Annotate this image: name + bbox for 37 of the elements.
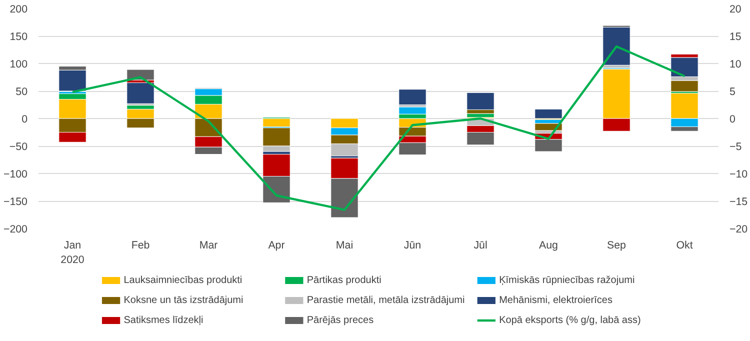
y-tick-label: 100 [10, 58, 28, 70]
x-tick-label: Feb [131, 240, 150, 252]
x-tick-label: Mar [199, 240, 218, 252]
legend-label: Satiksmes līdzekļi [124, 315, 204, 326]
legend-label: Pārtikas produkti [306, 275, 382, 286]
y2-tick-label: 10 [730, 58, 742, 70]
x-tick-label: Jan 2020 [60, 240, 84, 266]
x-tick-label: Mai [336, 240, 354, 252]
y-tick-label: 200 [10, 4, 28, 16]
y-tick-label: 0 [22, 114, 28, 126]
y-tick-label: −200 [3, 224, 28, 236]
x-tick-label: Aug [539, 240, 558, 252]
y2-tick-label: 15 [730, 31, 742, 43]
y2-tick-label: 0 [730, 114, 736, 126]
legend-label: Parastie metāli, metāla izstrādājumi [306, 295, 465, 306]
y-tick-label: −150 [3, 196, 28, 208]
x-tick-label: Apr [268, 240, 286, 252]
legend-label: Pārējās preces [306, 315, 374, 326]
y2-tick-label: −5 [730, 141, 742, 153]
legend-label: Mehānismi, elektroierīces [499, 295, 612, 306]
legend-label: Ķīmiskās rūpniecības ražojumi [499, 275, 635, 286]
y-tick-label: 50 [16, 86, 28, 98]
y2-tick-label: −10 [730, 168, 748, 180]
legend-label: Lauksaimniecības produkti [124, 275, 242, 286]
legend-label: Koksne un tās izstrādājumi [124, 295, 244, 306]
y2-tick-label: 20 [730, 4, 742, 16]
y2-tick-label: 5 [730, 86, 736, 98]
y2-tick-label: −15 [730, 196, 748, 208]
y-tick-label: −100 [3, 168, 28, 180]
y-tick-label: −50 [9, 141, 28, 153]
legend-label: Kopā eksports (% g/g, labā ass) [499, 315, 641, 326]
y-tick-label: 150 [10, 31, 28, 43]
x-tick-label: Okt [676, 240, 693, 252]
x-tick-label: Jūl [474, 240, 488, 252]
x-tick-label: Jūn [404, 240, 422, 252]
y2-tick-label: −20 [730, 224, 748, 236]
x-tick-label: Sep [607, 240, 626, 252]
